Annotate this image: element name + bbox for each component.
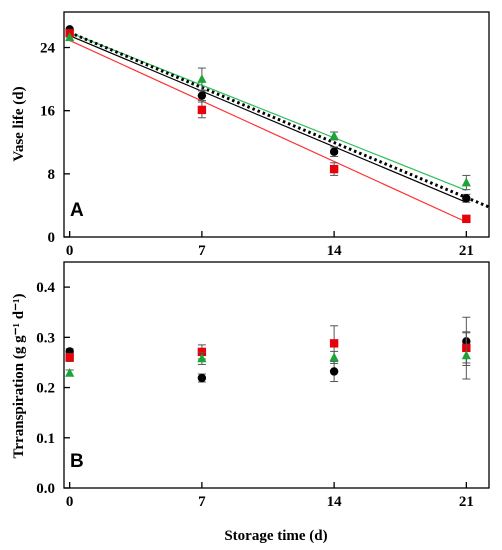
- panel-b-plot-frame: [63, 261, 490, 489]
- data-point-circle: [329, 367, 339, 376]
- data-point-circle: [197, 91, 207, 100]
- panel-b-y-tick-label: 0.0: [36, 481, 55, 497]
- panel-a-y-tick-label: 0: [48, 230, 56, 246]
- panel-b-y-tick-label: 0.1: [36, 431, 55, 447]
- data-point-square: [329, 339, 339, 348]
- panel-b-y-tick-label: 0.4: [36, 280, 55, 296]
- panel-a-vase-life: 0 7 14 21 0 8 16 24 A Vase life (d): [11, 11, 490, 259]
- series-fit-line: [69, 39, 467, 223]
- panel-b-ticks: 0 7 14 21 0.0 0.1 0.2 0.3 0.4: [36, 280, 474, 510]
- data-point-square: [197, 347, 207, 357]
- panel-a-x-tick-label: 7: [198, 243, 206, 259]
- panel-a-data-points: [65, 25, 471, 224]
- panel-a-x-tick-label: 14: [327, 243, 343, 259]
- panel-a-y-tick-label: 24: [40, 41, 56, 57]
- data-point-circle: [329, 147, 339, 156]
- panel-b-y-axis-title: Trranspiration (g g⁻¹ d⁻¹): [11, 294, 27, 459]
- data-point-triangle: [461, 177, 471, 187]
- panel-b-x-tick-label: 7: [198, 494, 206, 510]
- panel-b-letter: B: [70, 451, 84, 472]
- data-point-circle: [197, 373, 207, 383]
- data-point-triangle: [329, 352, 339, 362]
- panel-b-transpiration: 0 7 14 21 0.0 0.1 0.2 0.3 0.4 B Trranspiration (…: [11, 261, 490, 544]
- panel-b-y-tick-label: 0.3: [36, 330, 55, 346]
- panel-a-x-tick-label: 21: [459, 243, 474, 259]
- data-point-triangle: [65, 32, 75, 42]
- panel-b-x-tick-label: 14: [327, 494, 343, 510]
- panel-a-x-tick-label: 0: [66, 243, 74, 259]
- panel-a-ticks: 0 7 14 21 0 8 16 24: [40, 41, 474, 259]
- data-point-square: [462, 214, 471, 224]
- panel-a-y-tick-label: 16: [40, 104, 56, 120]
- panel-a-letter: A: [70, 200, 84, 221]
- panel-b-x-tick-label: 0: [66, 494, 74, 510]
- panel-a-fit-lines: [69, 31, 490, 223]
- data-point-triangle: [197, 74, 207, 83]
- data-point-circle: [462, 194, 471, 203]
- panel-b-y-tick-label: 0.2: [36, 381, 55, 397]
- panel-a-y-axis-title: Vase life (d): [11, 86, 27, 161]
- data-point-square: [197, 105, 207, 115]
- panel-a-y-tick-label: 8: [48, 167, 56, 183]
- x-axis-title: Storage time (d): [224, 528, 327, 544]
- data-point-triangle: [65, 367, 75, 377]
- data-point-triangle: [197, 353, 207, 363]
- pooled-fit-line-dotted: [69, 31, 490, 209]
- panel-a-plot-frame: [63, 11, 490, 238]
- panel-b-x-tick-label: 21: [459, 494, 474, 510]
- series-fit-line: [69, 35, 467, 203]
- data-point-triangle: [329, 130, 339, 140]
- panel-b-data-points: [65, 316, 471, 383]
- series-fit-line: [69, 31, 467, 191]
- data-point-square: [329, 164, 339, 174]
- data-point-triangle: [461, 350, 471, 360]
- data-point-square: [65, 353, 74, 362]
